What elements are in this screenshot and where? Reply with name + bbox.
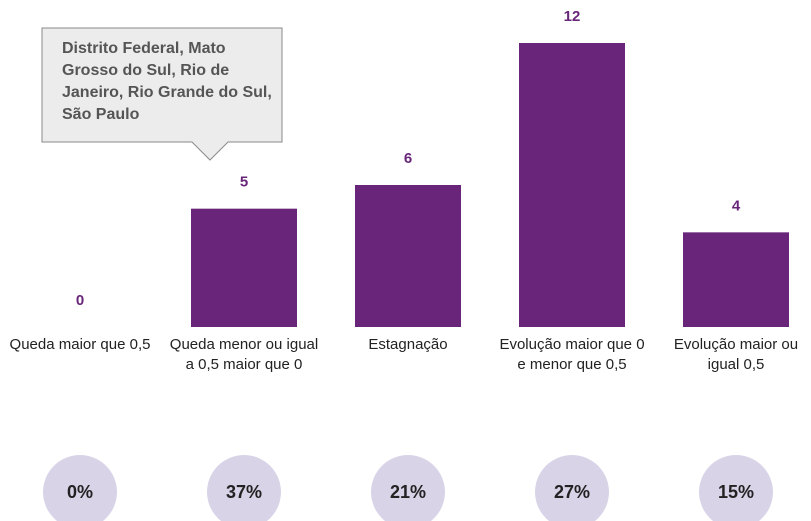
x-tick-label: Queda menor ou igual a 0,5 maior que 0 xyxy=(169,336,319,373)
value-label: 6 xyxy=(404,150,412,167)
value-label: 4 xyxy=(732,197,741,214)
percent-label: 0% xyxy=(67,482,93,502)
bar xyxy=(355,185,461,327)
percent-circle xyxy=(43,455,117,521)
x-tick-label: Evolução maior ou igual 0,5 xyxy=(673,336,799,373)
percent-label: 21% xyxy=(390,482,426,502)
callout-box xyxy=(41,27,283,161)
bar xyxy=(519,43,625,327)
percent-label: 27% xyxy=(554,482,590,502)
value-label: 12 xyxy=(564,8,581,25)
percent-circle xyxy=(371,455,445,521)
x-tick-label: Queda maior que 0,5 xyxy=(9,336,151,353)
percent-circle xyxy=(535,455,609,521)
bar xyxy=(683,232,789,327)
callout-text: Distrito Federal, Mato Grosso do Sul, Ri… xyxy=(62,40,272,123)
percent-circle xyxy=(207,455,281,521)
x-tick-label: Estagnação xyxy=(368,336,448,353)
percent-label: 37% xyxy=(226,482,262,502)
bar xyxy=(191,208,297,327)
x-tick-label: Evolução maior que 0 e menor que 0,5 xyxy=(499,336,645,373)
value-label: 0 xyxy=(76,292,84,309)
percent-label: 15% xyxy=(718,482,754,502)
percent-circle xyxy=(699,455,773,521)
value-label: 5 xyxy=(240,174,248,191)
